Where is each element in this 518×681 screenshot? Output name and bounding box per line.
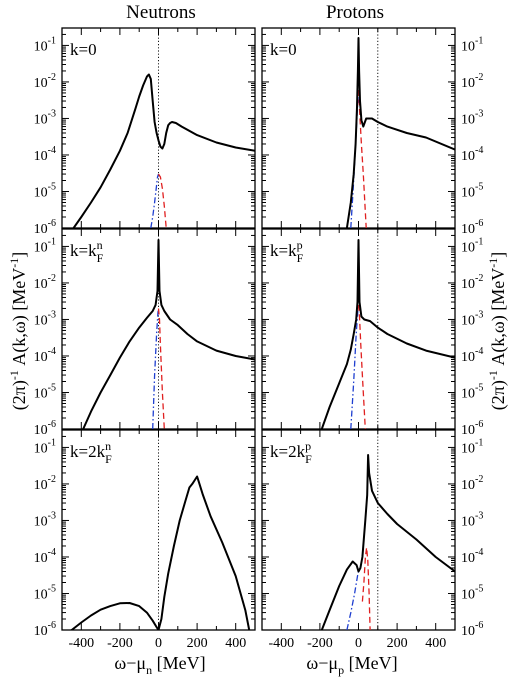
y-tick-label: 10-5 [34, 382, 56, 401]
y-tick-label: 10-1 [34, 437, 56, 456]
panel-3: 10-6 10-5 10-4 10-3 10-2 10-1 k=kn F [34, 228, 256, 438]
y-tick-label: 10-6 [34, 620, 56, 639]
y-tick-label: 10-2 [34, 72, 56, 91]
ylabel-left-exp2: -1 [7, 258, 21, 268]
x-tick-label: 0 [155, 636, 162, 651]
y-tick-label: 10-4 [461, 145, 483, 164]
panel-label: k=2kn F [70, 439, 112, 466]
series-total-curve [82, 239, 255, 429]
panel-label: k=0 [270, 40, 297, 59]
panel-2: 10-6 10-5 10-4 10-3 10-2 10-1 k=0 [261, 27, 483, 237]
panel-4: 10-6 10-5 10-4 10-3 10-2 10-1 k=kp F [261, 228, 483, 438]
y-tick-label: 10-4 [34, 346, 56, 365]
ylabel-left-prefix: (2π) [9, 380, 30, 410]
ylabel-right-prefix: (2π) [488, 380, 509, 410]
xlabel-neutrons: ω−μn [MeV] [114, 653, 205, 677]
ylabel-right-close: ] [488, 252, 508, 258]
series-hole-curve [346, 571, 360, 630]
y-tick-label: 10-1 [461, 236, 483, 255]
x-tick-label: 400 [225, 636, 246, 651]
y-tick-label: 10-6 [34, 419, 56, 438]
panel-5: 10-6 10-5 10-4 10-3 10-2 10-1 -400 -200 0 200 400 k… [34, 429, 256, 651]
series-particle-curve [361, 547, 371, 630]
y-tick-label: 10-2 [461, 474, 483, 493]
series-total-curve [345, 37, 455, 228]
y-tick-label: 10-5 [34, 583, 56, 602]
svg-text:(2π)-1 A(k,ω) [MeV-1]: (2π)-1 A(k,ω) [MeV-1] [486, 252, 509, 410]
y-tick-label: 10-3 [34, 309, 56, 328]
y-axis-label-left: (2π)-1 A(k,ω) [MeV-1] [7, 252, 30, 410]
y-tick-label: 10-2 [34, 273, 56, 292]
ylabel-left-close: ] [9, 252, 29, 258]
series-particle-curve [357, 89, 367, 228]
column-title-protons: Protons [326, 2, 384, 23]
y-tick-label: 10-5 [461, 583, 483, 602]
y-tick-label: 10-2 [34, 474, 56, 493]
series-particle-curve [357, 304, 366, 429]
series-total-curve [320, 239, 455, 429]
series-particle-curve [157, 308, 165, 429]
y-tick-label: 10-4 [461, 346, 483, 365]
y-tick-label: 10-1 [34, 236, 56, 255]
y-axis-label-right: (2π)-1 A(k,ω) [MeV-1] [486, 252, 509, 410]
y-tick-label: 10-2 [461, 273, 483, 292]
y-tick-label: 10-4 [34, 547, 56, 566]
x-tick-label: -400 [68, 636, 94, 651]
column-title-neutrons: Neutrons [126, 2, 196, 23]
y-tick-label: 10-5 [461, 382, 483, 401]
panel-1: 10-6 10-5 10-4 10-3 10-2 10-1 k=0 [34, 27, 256, 237]
panel-6: 10-6 10-5 10-4 10-3 10-2 10-1 -400 -200 0 200 400 k… [261, 429, 483, 651]
x-axis-labels: ω−μn [MeV] ω−μp [MeV] [114, 653, 397, 677]
x-tick-label: 0 [355, 636, 362, 651]
x-tick-label: 200 [187, 636, 208, 651]
x-tick-label: 200 [387, 636, 408, 651]
ylabel-right-exp: -1 [486, 370, 500, 380]
series-total-curve [320, 454, 455, 630]
y-tick-label: 10-4 [461, 547, 483, 566]
y-tick-label: 10-3 [461, 510, 483, 529]
ylabel-left-exp: -1 [7, 370, 21, 380]
y-tick-label: 10-6 [461, 218, 483, 237]
y-tick-label: 10-6 [461, 419, 483, 438]
y-tick-label: 10-5 [34, 181, 56, 200]
series-hole-curve [150, 173, 160, 228]
y-tick-label: 10-2 [461, 72, 483, 91]
y-tick-label: 10-3 [461, 309, 483, 328]
x-tick-label: -200 [307, 636, 333, 651]
svg-text:(2π)-1 A(k,ω) [MeV-1]: (2π)-1 A(k,ω) [MeV-1] [7, 252, 30, 410]
panel-label: k=0 [70, 40, 97, 59]
y-tick-label: 10-1 [461, 437, 483, 456]
y-tick-label: 10-3 [34, 108, 56, 127]
x-tick-label: 400 [425, 636, 446, 651]
ylabel-right-main: A(k,ω) [MeV [488, 268, 509, 370]
panels-layer: 10-610-510-410-310-210-1 k=010-610-510-41… [34, 27, 483, 651]
y-tick-label: 10-3 [461, 108, 483, 127]
series-hole-curve [152, 308, 160, 429]
ylabel-left-main: A(k,ω) [MeV [9, 268, 30, 370]
xlabel-protons: ω−μp [MeV] [306, 653, 397, 677]
y-tick-label: 10-6 [34, 218, 56, 237]
series-total-curve [69, 475, 251, 630]
y-tick-label: 10-5 [461, 181, 483, 200]
panel-label: k=2kp F [270, 439, 312, 466]
series-total-curve [72, 73, 255, 228]
y-tick-label: 10-1 [34, 35, 56, 54]
y-tick-label: 10-1 [461, 35, 483, 54]
x-tick-label: -200 [107, 636, 133, 651]
y-tick-label: 10-6 [461, 620, 483, 639]
ylabel-right-exp2: -1 [486, 258, 500, 268]
column-titles: Neutrons Protons [126, 2, 384, 23]
x-tick-label: -400 [268, 636, 294, 651]
panel-label: k=kp F [270, 238, 304, 265]
panel-label: k=kn F [70, 238, 104, 265]
y-tick-label: 10-3 [34, 510, 56, 529]
y-tick-label: 10-4 [34, 145, 56, 164]
series-particle-curve [157, 173, 167, 228]
